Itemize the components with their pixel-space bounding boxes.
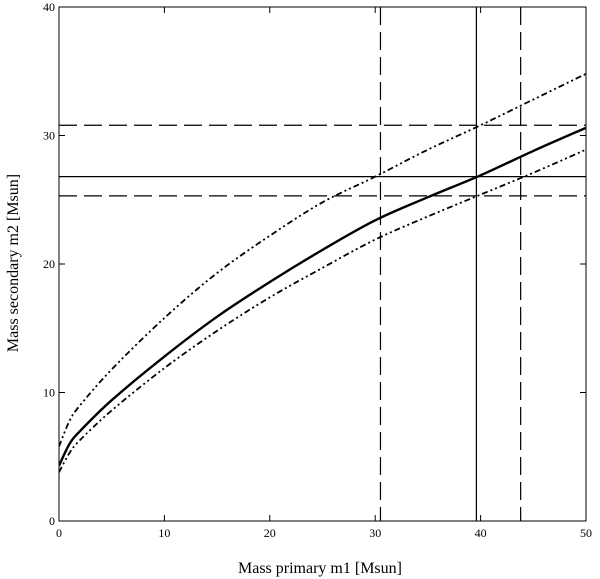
x-tick-label: 50 bbox=[580, 526, 592, 540]
x-tick-label: 10 bbox=[158, 526, 170, 540]
central-curve bbox=[59, 126, 586, 467]
x-tick-label: 20 bbox=[264, 526, 276, 540]
y-tick-label: 0 bbox=[49, 514, 55, 528]
plot-frame bbox=[58, 6, 587, 522]
y-axis-title: Mass secondary m2 [Msun] bbox=[5, 174, 22, 352]
x-tick-label: 40 bbox=[475, 526, 487, 540]
plot-area: 0 10 20 30 40 50 0 10 20 30 40 bbox=[43, 0, 592, 540]
y-tick-label: 40 bbox=[43, 0, 55, 14]
x-tick-label: 0 bbox=[56, 526, 62, 540]
x-tick-label: 30 bbox=[369, 526, 381, 540]
y-tick-label: 20 bbox=[43, 257, 55, 271]
upper-bound-curve bbox=[59, 73, 586, 447]
x-axis-title: Mass primary m1 [Msun] bbox=[238, 560, 402, 577]
y-tick-label: 10 bbox=[43, 386, 55, 400]
y-tick-label: 30 bbox=[43, 129, 55, 143]
lower-bound-curve bbox=[59, 148, 586, 473]
